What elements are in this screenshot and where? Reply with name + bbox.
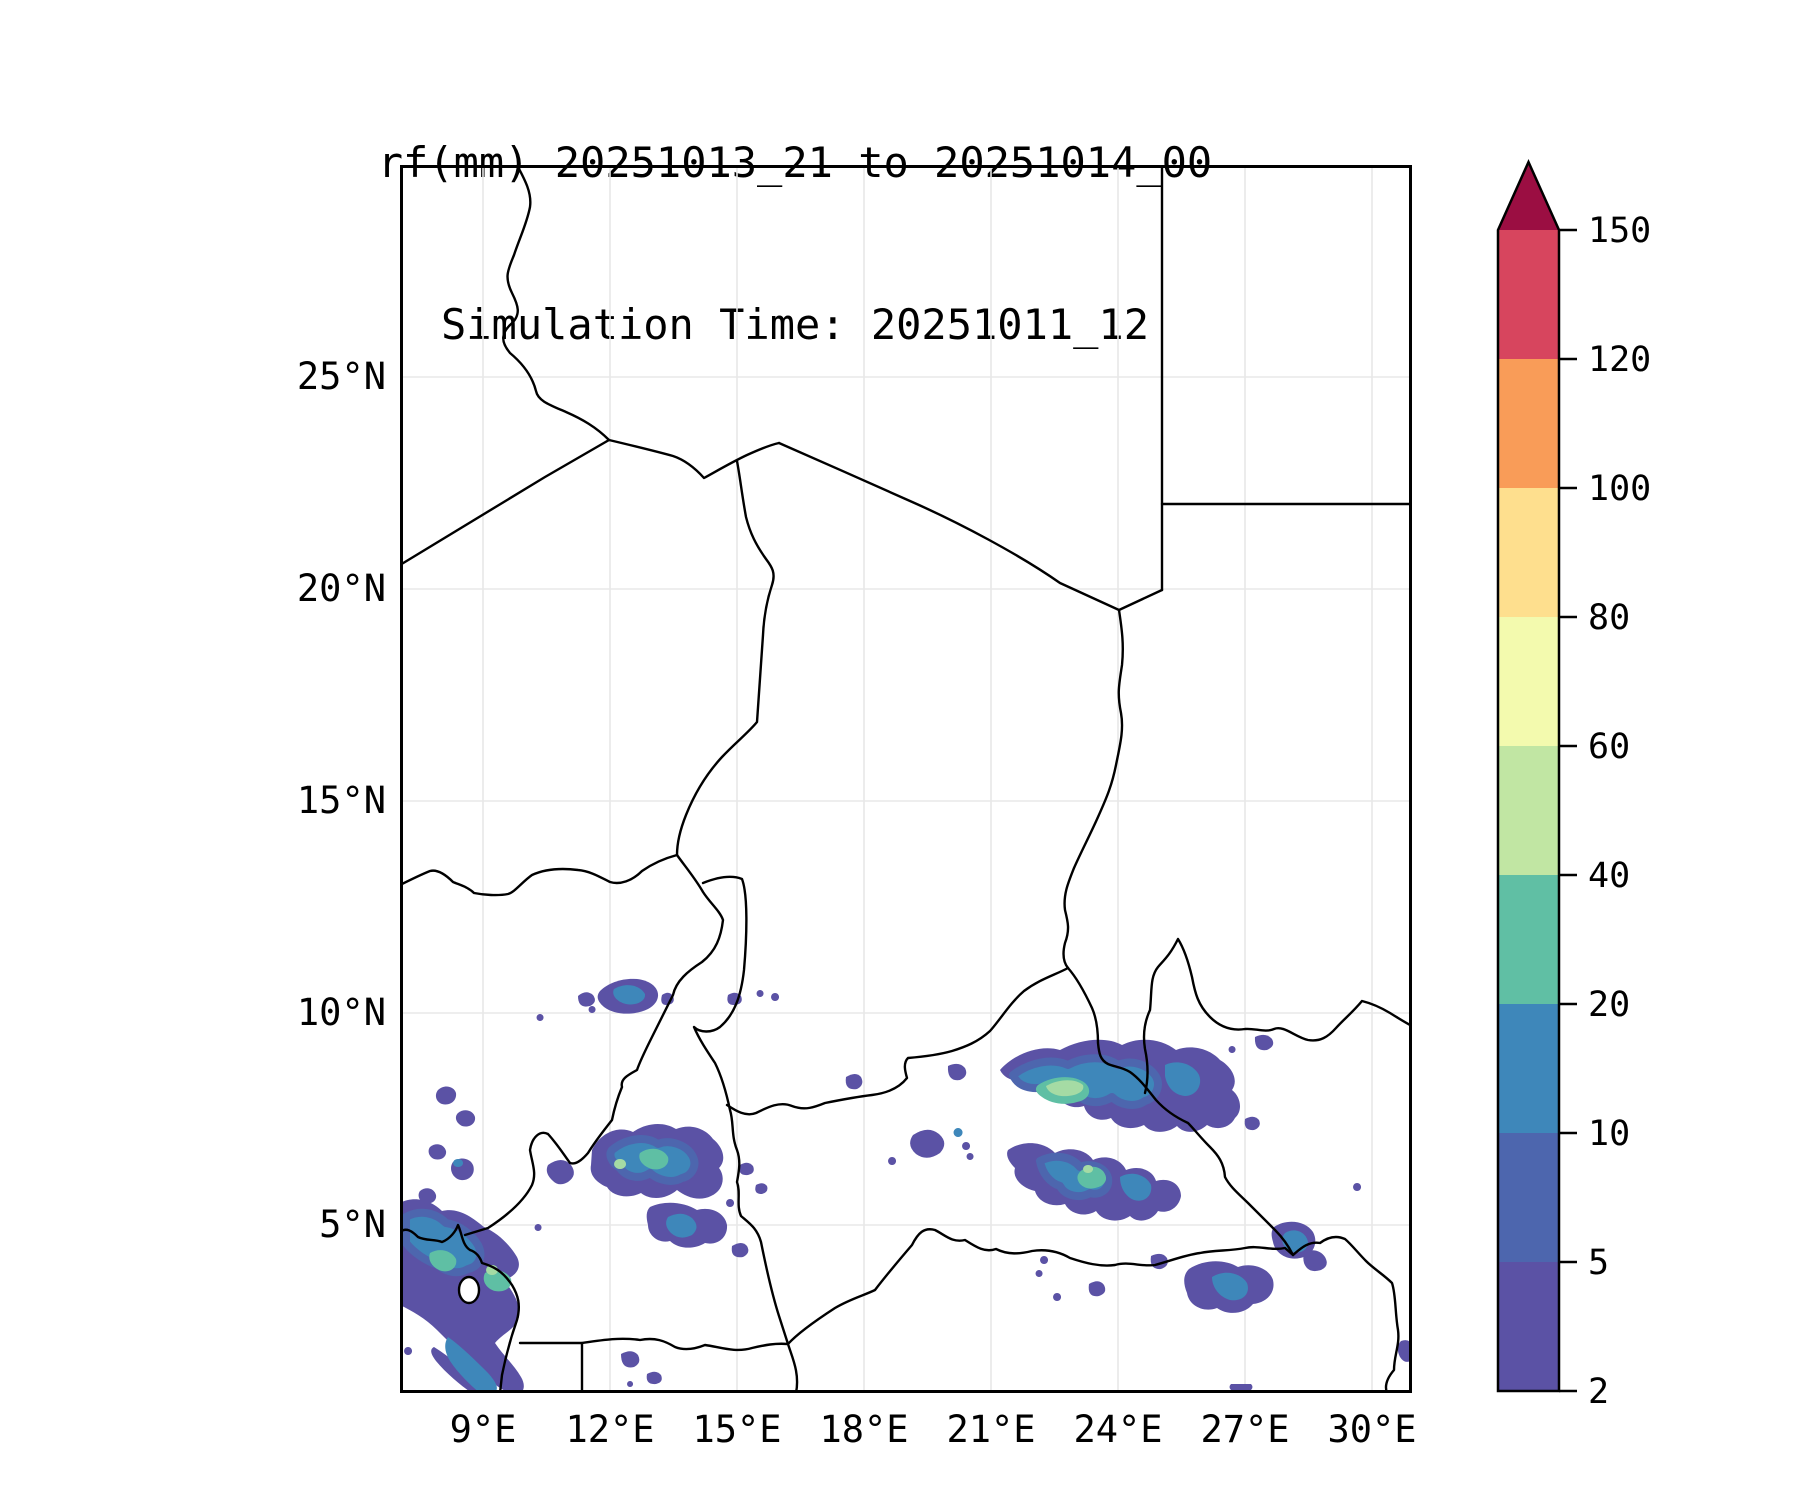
x-tick-label: 21°E <box>946 1408 1036 1451</box>
x-tick-label: 30°E <box>1327 1408 1417 1451</box>
border-niger-nigeria <box>400 853 679 897</box>
border-car-congo-drc-ubangi <box>786 1228 1295 1346</box>
colorbar-tick-labels: 150 120 100 80 60 40 20 10 5 2 <box>1588 211 1651 1412</box>
colorbar-tick-label: 20 <box>1588 985 1630 1025</box>
colorbar-tick-label: 10 <box>1588 1114 1630 1154</box>
plot-title-line1: rf(mm) 20251013_21 to 20251014_00 <box>377 138 1213 187</box>
x-tick-label: 12°E <box>565 1408 655 1451</box>
colorbar-tick-label: 100 <box>1588 469 1651 509</box>
rain-shapes-2-5 <box>400 978 1412 1393</box>
border-algeria-niger <box>400 438 611 567</box>
border-algeria-libya <box>502 165 611 442</box>
border-sudan-southsudan <box>1142 937 1412 1095</box>
y-tick-label: 25°N <box>296 355 386 398</box>
border-cameroon-chad <box>692 875 790 1346</box>
y-tick-label: 5°N <box>319 1203 386 1246</box>
colorbar-segment <box>1498 488 1559 617</box>
map-svg <box>400 165 1412 1393</box>
border-nigeria-cameroon <box>463 853 725 1237</box>
border-equatorial-guinea <box>518 1341 584 1393</box>
coastline-gulf-of-guinea <box>400 1223 520 1393</box>
colorbar-over-arrow <box>1498 162 1559 230</box>
colorbar-segment <box>1498 1262 1559 1391</box>
colorbar-svg: 150 120 100 80 60 40 20 10 5 2 <box>1496 158 1651 1412</box>
rain-shapes-20-40 <box>429 1077 1107 1292</box>
y-tick-label: 20°N <box>296 567 386 610</box>
colorbar-tick-label: 40 <box>1588 856 1630 896</box>
colorbar-segment <box>1498 875 1559 1004</box>
border-libya-sudan <box>1117 588 1164 612</box>
x-tick-label: 18°E <box>819 1408 909 1451</box>
colorbar-segment <box>1498 1133 1559 1262</box>
colorbar-segment <box>1498 230 1559 359</box>
colorbar-segment <box>1498 359 1559 488</box>
colorbar-tick-label: 60 <box>1588 727 1630 767</box>
map-panel <box>400 165 1412 1393</box>
border-niger-libya <box>607 438 781 480</box>
colorbar-tick-label: 120 <box>1588 340 1651 380</box>
colorbar-segment <box>1498 746 1559 875</box>
colorbar: 150 120 100 80 60 40 20 10 5 2 <box>1480 130 1790 1460</box>
border-cameroon-gabon-congo <box>580 1337 799 1393</box>
border-chad-sudan <box>1062 608 1124 970</box>
colorbar-ticks <box>1559 228 1577 1393</box>
colorbar-tick-label: 150 <box>1588 211 1651 251</box>
y-tick-label: 10°N <box>296 991 386 1034</box>
country-borders <box>400 165 1412 1393</box>
border-libya-chad <box>777 441 1121 612</box>
rain-shapes-40-60 <box>486 1080 1094 1275</box>
border-niger-chad <box>675 459 775 857</box>
colorbar-segment <box>1498 1004 1559 1133</box>
border-chad-car <box>725 966 1070 1116</box>
x-tick-label: 24°E <box>1073 1408 1163 1451</box>
colorbar-segment <box>1498 617 1559 746</box>
border-southsudan-drc <box>1291 1235 1400 1393</box>
grid-lines <box>400 165 1412 1393</box>
map-frame <box>400 165 1412 1393</box>
y-tick-label: 15°N <box>296 779 386 822</box>
x-tick-label: 27°E <box>1200 1408 1290 1451</box>
bioko-island-outline <box>457 1275 481 1305</box>
border-car-southsudan <box>1066 966 1295 1257</box>
colorbar-tick-label: 5 <box>1588 1243 1609 1283</box>
x-tick-label: 15°E <box>692 1408 782 1451</box>
colorbar-tick-label: 2 <box>1588 1372 1609 1412</box>
colorbar-segments <box>1498 162 1559 1391</box>
x-tick-label: 9°E <box>449 1408 517 1451</box>
colorbar-outline <box>1496 158 1561 1393</box>
colorbar-tick-label: 80 <box>1588 598 1630 638</box>
